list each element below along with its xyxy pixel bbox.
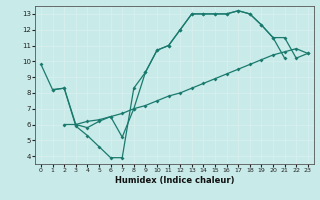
X-axis label: Humidex (Indice chaleur): Humidex (Indice chaleur) [115,176,234,185]
